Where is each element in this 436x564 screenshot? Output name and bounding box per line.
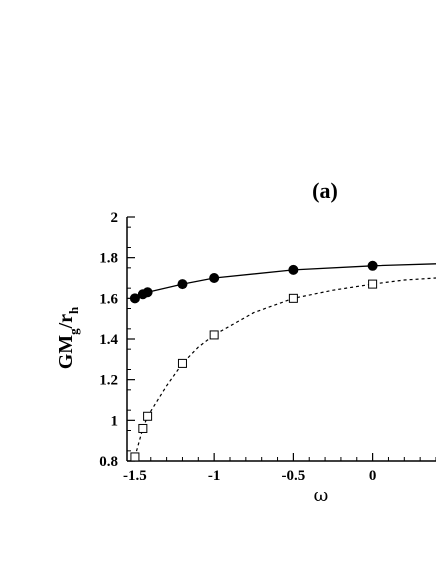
x-tick-label: 0 — [369, 468, 377, 484]
y-axis-label-slash: /r — [55, 314, 77, 330]
y-tick-label: 2 — [111, 210, 119, 226]
series-2-point — [288, 293, 298, 303]
panel-label: (a) — [312, 178, 338, 203]
x-tick-label: -1.5 — [123, 468, 147, 484]
series-2-point — [209, 330, 219, 340]
series-1-point — [177, 279, 188, 290]
y-axis-label: GMg/rh — [55, 306, 81, 369]
series-2-point — [143, 411, 153, 421]
series-1-point — [129, 293, 140, 304]
series-2-point — [368, 279, 378, 289]
y-tick-label: 1.6 — [99, 291, 118, 307]
series-2-point — [177, 358, 187, 368]
x-tick-label: -0.5 — [282, 468, 306, 484]
series-layer — [129, 260, 436, 462]
series-2-point — [138, 423, 148, 433]
series-1-point — [142, 287, 153, 298]
y-tick-label: 1.4 — [99, 332, 118, 348]
series-1-point — [209, 273, 220, 283]
y-axis-label-sub: g — [66, 328, 81, 335]
x-ticks: -1.5 -1 -0.5 0 — [123, 453, 436, 484]
y-tick-label: 1.8 — [99, 251, 118, 267]
x-axis-label: ω — [314, 485, 329, 506]
y-axis-label-main: GM — [55, 335, 77, 370]
y-tick-label: 1.2 — [99, 373, 118, 389]
y-ticks: 0.8 1 1.2 1.4 1.6 1.8 2 — [99, 210, 135, 470]
y-tick-label: 0.8 — [99, 454, 118, 470]
y-tick-label: 1 — [111, 413, 119, 429]
series-1-point — [288, 264, 299, 275]
series-2-point — [130, 452, 140, 462]
y-axis-label-sub2: h — [66, 306, 81, 314]
series-1-point — [367, 260, 378, 271]
axes — [126, 217, 436, 462]
x-tick-label: -1 — [208, 468, 221, 484]
